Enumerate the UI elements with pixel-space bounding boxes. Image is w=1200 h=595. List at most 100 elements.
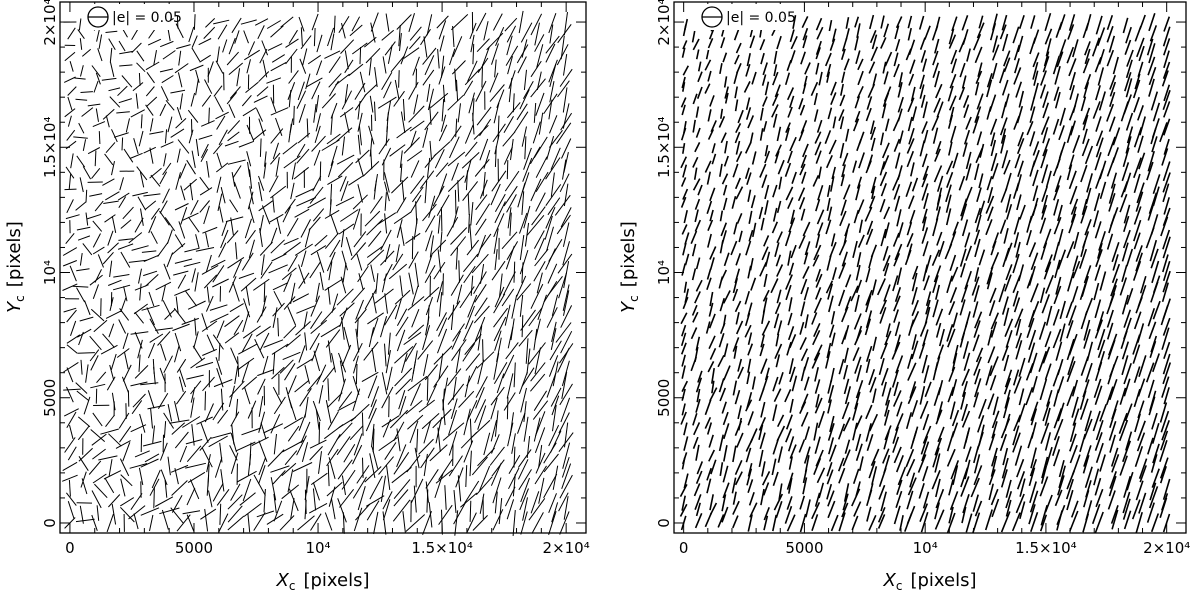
ellipticity-stick (1082, 114, 1089, 131)
ellipticity-stick (1080, 205, 1088, 224)
ellipticity-stick (384, 442, 397, 460)
ellipticity-stick (910, 162, 915, 177)
ellipticity-stick (191, 424, 195, 446)
ellipticity-stick (136, 50, 145, 62)
ellipticity-stick (964, 186, 973, 205)
ellipticity-stick (409, 420, 419, 444)
ellipticity-stick (92, 246, 105, 255)
ellipticity-stick (840, 199, 847, 216)
ellipticity-stick (1151, 468, 1160, 488)
ellipticity-stick (977, 62, 983, 78)
ellipticity-stick (771, 221, 779, 234)
ellipticity-stick (1082, 107, 1091, 125)
ellipticity-stick (473, 305, 490, 324)
ellipticity-stick (234, 365, 239, 385)
ellipticity-stick (931, 249, 941, 267)
ellipticity-stick (1133, 311, 1142, 330)
ellipticity-stick (1069, 185, 1078, 205)
ellipticity-stick (305, 73, 311, 90)
ellipticity-stick (732, 163, 739, 178)
ellipticity-stick (746, 371, 751, 385)
ellipticity-stick (522, 157, 533, 182)
ellipticity-stick (880, 228, 887, 247)
ellipticity-stick (1006, 203, 1013, 220)
ellipticity-stick (697, 370, 703, 383)
ellipticity-stick (840, 174, 845, 187)
ellipticity-stick (477, 325, 483, 351)
ellipticity-stick (270, 239, 285, 254)
ellipticity-stick (973, 285, 980, 303)
ellipticity-stick (116, 348, 130, 358)
ellipticity-stick (405, 400, 423, 415)
ellipticity-stick (339, 488, 354, 508)
ellipticity-stick (1109, 91, 1116, 108)
ellipticity-stick (85, 189, 88, 203)
ellipticity-stick (1151, 118, 1160, 138)
ellipticity-stick (139, 171, 145, 188)
ellipticity-stick (682, 81, 686, 92)
ellipticity-stick (792, 15, 797, 29)
ellipticity-stick (843, 58, 850, 71)
ellipticity-stick (174, 63, 189, 74)
ellipticity-stick (338, 391, 353, 409)
ellipticity-stick (692, 156, 699, 168)
ellipticity-stick (464, 480, 480, 504)
ellipticity-stick (723, 423, 730, 440)
ellipticity-stick (1069, 120, 1076, 136)
ellipticity-stick (475, 387, 485, 409)
ellipticity-stick (922, 413, 930, 431)
ellipticity-stick (1041, 194, 1049, 214)
ellipticity-stick (785, 284, 792, 301)
ellipticity-stick (361, 371, 379, 383)
ellipticity-stick (1098, 48, 1105, 65)
ellipticity-stick (919, 503, 929, 522)
ellipticity-stick (1094, 477, 1102, 496)
ellipticity-stick (496, 89, 505, 108)
ellipticity-stick (146, 72, 155, 84)
ellipticity-stick (337, 400, 357, 412)
ellipticity-stick (965, 116, 972, 130)
ellipticity-stick (748, 491, 755, 506)
ellipticity-stick (682, 296, 689, 310)
ellipticity-stick (760, 488, 765, 506)
ellipticity-stick (520, 387, 527, 413)
ellipticity-stick (507, 207, 512, 229)
ellipticity-stick (103, 470, 122, 480)
ellipticity-stick (1112, 56, 1119, 75)
ellipticity-stick (295, 187, 315, 198)
ellipticity-stick (825, 351, 831, 369)
ellipticity-stick (465, 305, 475, 330)
ellipticity-stick (372, 428, 375, 453)
ellipticity-stick (1138, 152, 1146, 170)
ellipticity-stick (934, 70, 940, 88)
ellipticity-stick (292, 293, 310, 303)
ellipticity-stick (838, 358, 845, 375)
ellipticity-stick (518, 329, 533, 347)
ellipticity-stick (869, 29, 877, 44)
ellipticity-stick (1084, 219, 1092, 236)
ellipticity-stick (171, 243, 186, 256)
ellipticity-stick (961, 410, 971, 428)
ellipticity-stick (804, 455, 810, 473)
ellipticity-stick (339, 107, 354, 118)
ellipticity-stick (1162, 270, 1171, 293)
ellipticity-stick (180, 185, 186, 201)
ellipticity-stick (67, 27, 76, 40)
ellipticity-stick (503, 185, 518, 207)
ellipticity-stick (141, 250, 157, 253)
ellipticity-stick (960, 262, 966, 278)
ellipticity-stick (1068, 170, 1077, 190)
ellipticity-stick (395, 378, 412, 395)
ellipticity-stick (520, 511, 528, 535)
ellipticity-stick (288, 70, 299, 84)
ellipticity-stick (304, 332, 308, 351)
ellipticity-stick (734, 54, 740, 65)
ellipticity-stick (985, 195, 995, 214)
ellipticity-stick (1133, 232, 1141, 250)
ellipticity-stick (709, 502, 718, 515)
ellipticity-stick (990, 251, 1000, 270)
ellipticity-stick (396, 428, 401, 452)
ellipticity-stick (1058, 465, 1066, 489)
ellipticity-stick (826, 342, 832, 359)
ellipticity-stick (367, 312, 384, 325)
